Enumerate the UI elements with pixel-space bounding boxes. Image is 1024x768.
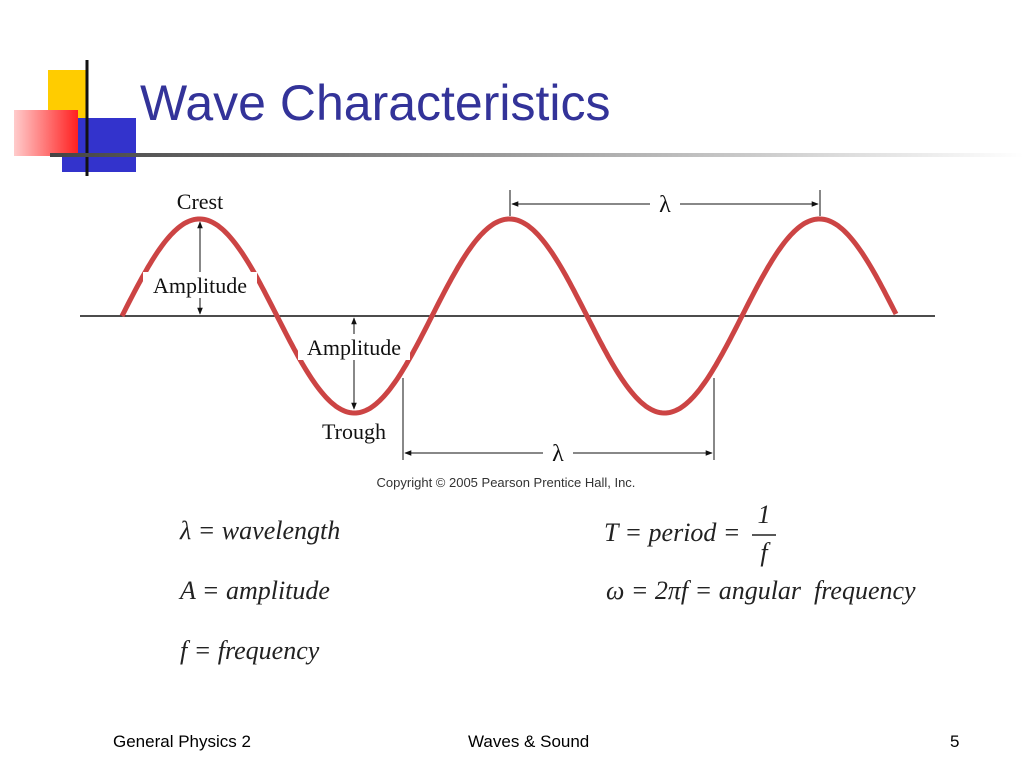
decor-red [14,110,78,156]
fraction-numerator: 1 [757,500,771,529]
label-bg [298,334,410,360]
label: λ [659,192,671,218]
wave [119,216,899,416]
equation: λ = wavelength [180,516,341,545]
equation: A = amplitude [180,576,330,605]
decor-hline [50,153,1024,157]
label: λ [552,441,564,467]
footer-left: General Physics 2 [113,732,251,751]
equation: ω = 2πf = angular frequency [606,576,916,605]
title: Wave Characteristics [140,75,611,131]
fraction-denominator: f [760,538,768,567]
label: Amplitude [307,335,401,360]
label-bg [143,272,257,298]
equation: f = frequency [180,636,320,665]
copyright: Copyright © 2005 Pearson Prentice Hall, … [377,475,636,490]
equation: T = period = [604,518,741,547]
label: Amplitude [153,273,247,298]
page-number: 5 [950,732,960,751]
footer-center: Waves & Sound [468,732,590,751]
label: Crest [177,189,223,214]
label: Trough [322,419,386,444]
